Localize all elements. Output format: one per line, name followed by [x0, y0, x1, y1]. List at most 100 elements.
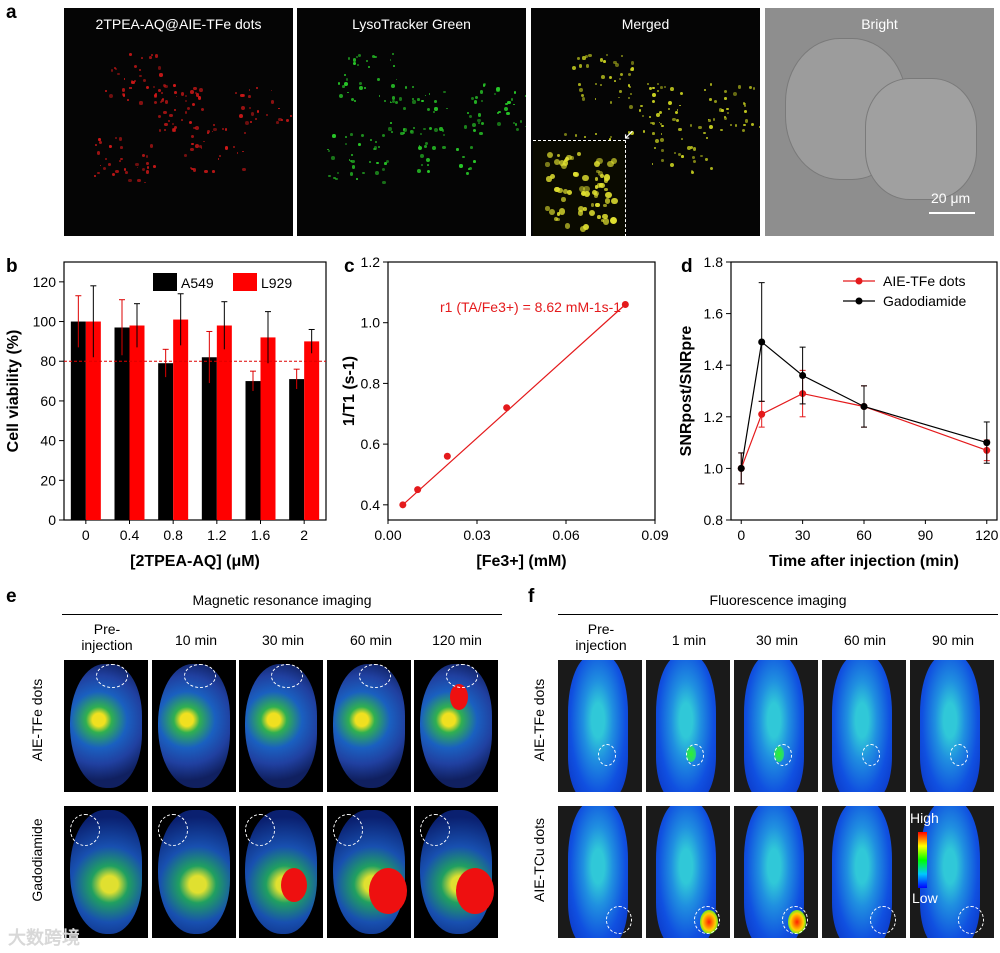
fluorescence-spot	[459, 164, 463, 168]
fluorescence-spot	[553, 216, 559, 221]
y-tick-label: 1.4	[704, 357, 724, 373]
fluorescence-spot	[646, 83, 649, 86]
x-tick-label: 0.09	[641, 527, 668, 543]
fluorescence-spot	[744, 104, 747, 107]
fluorescence-spot	[199, 145, 203, 149]
fluorescence-spot	[599, 183, 604, 188]
fluorescence-spot	[189, 90, 194, 95]
fluorescence-spot	[366, 60, 369, 63]
fluorescence-spot	[708, 125, 713, 130]
fluorescence-spot	[473, 100, 477, 104]
mri-image	[327, 660, 411, 792]
fluorescence-spot	[390, 101, 393, 104]
fluorescence-spot	[497, 122, 502, 127]
fluorescence-spot	[650, 121, 653, 125]
roi-circle	[958, 906, 984, 934]
fluorescence-spot	[417, 98, 420, 102]
micro-image-aie-dots: 2TPEA-AQ@AIE-TFe dots	[64, 8, 293, 236]
fluorescence-spot	[718, 108, 723, 112]
fluorescence-spot	[738, 85, 742, 89]
scale-bar	[929, 212, 975, 214]
mouse-body	[568, 660, 628, 792]
fluorescence-spot	[152, 86, 155, 89]
fluorescence-spot	[360, 134, 364, 137]
fluorescence-spot	[674, 110, 678, 114]
fluorescence-spot	[734, 124, 738, 127]
fluorescence-spot	[469, 114, 473, 119]
fluorescence-spot	[412, 100, 416, 104]
fluorescence-spot	[398, 97, 403, 101]
fluorescence-spot	[545, 162, 550, 167]
micro-image-bright: Bright 20 μm	[765, 8, 994, 236]
roi-circle	[359, 664, 391, 688]
fluorescence-spot	[655, 138, 659, 143]
fluorescence-spot	[649, 86, 653, 90]
fluorescence-spot	[378, 95, 381, 97]
fluorescence-spot	[372, 147, 376, 151]
fluorescence-spot	[480, 90, 484, 94]
fluorescence-spot	[670, 87, 675, 91]
bar-l929	[173, 319, 189, 520]
fluo-row-label: AIE-TCu dots	[531, 817, 547, 903]
fluorescence-spot	[477, 118, 481, 123]
fluorescence-spot	[403, 128, 407, 132]
fluorescence-spot	[677, 152, 682, 156]
fluorescence-spot	[344, 82, 348, 86]
y-tick-label: 0.4	[361, 497, 381, 513]
fluorescence-spot	[599, 58, 603, 62]
bar-a549	[245, 381, 261, 520]
fluorescence-spot	[642, 130, 646, 133]
mri-image	[414, 660, 498, 792]
fluorescence-spot	[605, 191, 612, 199]
fluorescence-spot	[566, 154, 573, 161]
fluorescence-spot	[692, 147, 697, 151]
fluorescence-spot	[139, 69, 142, 72]
fluorescence-spot	[348, 159, 351, 161]
fluorescence-spot	[353, 99, 356, 102]
fluorescence-spot	[160, 101, 162, 104]
panel-label-b: b	[6, 256, 18, 277]
bar-a549	[289, 379, 305, 520]
fluorescence-spot	[602, 213, 608, 220]
x-tick-label: 60	[856, 527, 872, 543]
micro-image-lysotracker: LysoTracker Green	[297, 8, 526, 236]
plot-frame	[63, 261, 327, 521]
fluorescence-spot	[347, 91, 349, 94]
fluorescence-spot	[412, 127, 415, 130]
fluorescence-spot	[195, 126, 200, 131]
fluorescence-spot	[602, 203, 607, 208]
fluorescence-spot	[698, 125, 702, 129]
fluorescence-spot	[558, 208, 566, 215]
fluorescence-spot	[594, 97, 597, 100]
fluorescence-spot	[630, 130, 635, 135]
fluorescence-spot	[224, 145, 229, 150]
chart-d: 0.8 1.0 1.2 1.4 1.6 1.8 0 30 60 90 120 AIE-TFe dots…	[678, 254, 999, 570]
fluorescence-spot	[615, 63, 620, 68]
fluorescence-spot	[286, 119, 289, 122]
fluorescence-spot	[249, 106, 251, 109]
fluorescence-spot	[149, 144, 154, 148]
fluorescence-spot	[349, 172, 354, 176]
fluorescence-spot	[157, 114, 161, 118]
data-point	[443, 452, 451, 460]
fluorescence-spot	[601, 75, 606, 79]
fluorescence-spot	[141, 167, 146, 172]
mri-image	[64, 806, 148, 938]
fluorescence-spot	[141, 57, 143, 59]
fluorescence-spot	[108, 163, 111, 166]
fluorescence-spot	[496, 111, 500, 115]
fluorescence-spot	[153, 164, 157, 168]
fluorescence-spot	[582, 174, 589, 182]
fluorescence-spot	[656, 90, 659, 93]
legend-label: AIE-TFe dots	[883, 273, 965, 289]
fluorescence-image	[558, 806, 642, 938]
fluorescence-spot	[278, 107, 280, 110]
fluorescence-spot	[563, 158, 568, 162]
fluorescence-spot	[660, 137, 665, 142]
fluorescence-spot	[426, 169, 431, 174]
fluorescence-spot	[108, 94, 113, 99]
fluorescence-spot	[204, 169, 208, 173]
fluorescence-spot	[603, 60, 606, 63]
y-tick-label: 80	[40, 353, 56, 369]
fluorescence-spot	[599, 173, 605, 179]
